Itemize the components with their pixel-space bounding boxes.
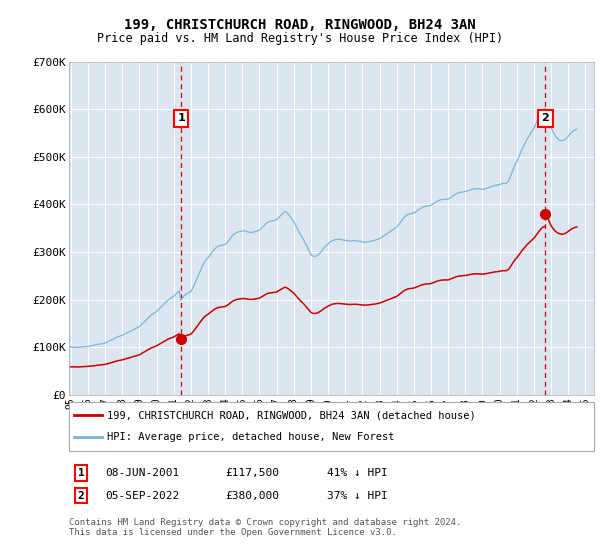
Text: 2: 2 [77,491,85,501]
Text: £380,000: £380,000 [225,491,279,501]
Text: 08-JUN-2001: 08-JUN-2001 [105,468,179,478]
Text: 41% ↓ HPI: 41% ↓ HPI [327,468,388,478]
Text: 05-SEP-2022: 05-SEP-2022 [105,491,179,501]
Text: Price paid vs. HM Land Registry's House Price Index (HPI): Price paid vs. HM Land Registry's House … [97,31,503,45]
Text: 199, CHRISTCHURCH ROAD, RINGWOOD, BH24 3AN: 199, CHRISTCHURCH ROAD, RINGWOOD, BH24 3… [124,18,476,32]
Text: 2: 2 [542,113,550,123]
Text: £117,500: £117,500 [225,468,279,478]
Text: 1: 1 [77,468,85,478]
Text: HPI: Average price, detached house, New Forest: HPI: Average price, detached house, New … [107,432,394,442]
Text: 199, CHRISTCHURCH ROAD, RINGWOOD, BH24 3AN (detached house): 199, CHRISTCHURCH ROAD, RINGWOOD, BH24 3… [107,410,476,421]
Text: 1: 1 [178,113,185,123]
Text: Contains HM Land Registry data © Crown copyright and database right 2024.
This d: Contains HM Land Registry data © Crown c… [69,518,461,538]
Text: 37% ↓ HPI: 37% ↓ HPI [327,491,388,501]
